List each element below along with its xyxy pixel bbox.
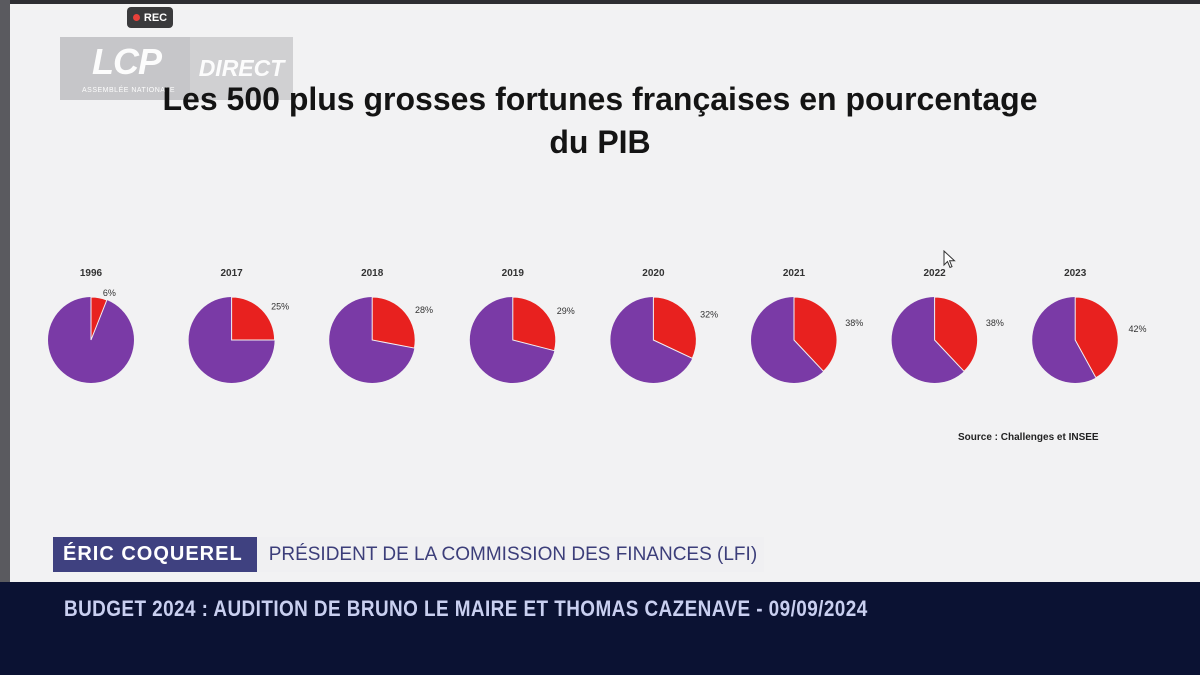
pie-2022: 2022 38% <box>891 268 1004 383</box>
lcp-logo-text: LCP <box>92 41 162 82</box>
speaker-role: PRÉSIDENT DE LA COMMISSION DES FINANCES … <box>256 537 764 572</box>
frame-edge <box>0 0 10 582</box>
pie-2017: 2017 25% <box>188 268 289 383</box>
speaker-name: ÉRIC COQUEREL <box>53 537 257 572</box>
pie-slice-share <box>793 296 838 373</box>
mouse-cursor-icon <box>943 250 956 269</box>
pie-2020: 2020 32% <box>610 268 718 383</box>
pie-value-label: 6% <box>103 288 116 298</box>
pie-year-label: 2023 <box>1064 268 1087 279</box>
banner-text: BUDGET 2024 : AUDITION DE BRUNO LE MAIRE… <box>64 596 868 621</box>
pie-value-label: 25% <box>271 301 289 311</box>
pie-value-label: 38% <box>986 318 1004 328</box>
pie-slice-share <box>90 296 108 341</box>
pie-2018: 2018 28% <box>329 268 433 383</box>
pie-slice-share <box>652 296 697 359</box>
pie-slice-share <box>231 296 276 341</box>
pie-year-label: 2021 <box>783 268 806 279</box>
presentation-slide <box>10 4 1200 582</box>
pie-slice-share <box>1074 296 1119 379</box>
pie-year-label: 2019 <box>502 268 525 279</box>
pie-year-label: 2017 <box>220 268 243 279</box>
pie-year-label: 2020 <box>642 268 665 279</box>
pie-value-label: 38% <box>845 318 863 328</box>
chart-title-line-1: Les 500 plus grosses fortunes françaises… <box>162 81 1038 117</box>
pie-slice-share <box>371 296 416 349</box>
pie-value-label: 32% <box>700 310 718 320</box>
chart-title-line-2: du PIB <box>549 124 651 160</box>
channel-logo: LCP ASSEMBLÉE NATIONALE DIRECT <box>60 37 293 100</box>
pie-value-label: 29% <box>557 306 575 316</box>
pie-year-label: 1996 <box>80 268 103 279</box>
pie-slice-share <box>512 296 557 352</box>
chart-source: Source : Challenges et INSEE <box>958 432 1099 443</box>
pie-value-label: 28% <box>415 305 433 315</box>
record-dot-icon <box>132 14 140 21</box>
pie-2021: 2021 38% <box>751 268 863 383</box>
pie-2019: 2019 29% <box>469 268 575 383</box>
lcp-logo-subtitle: ASSEMBLÉE NATIONALE <box>82 87 176 94</box>
pie-value-label: 42% <box>1129 324 1147 334</box>
rec-label: REC <box>143 11 168 24</box>
chart-title: Les 500 plus grosses fortunes françaises… <box>80 78 1120 164</box>
live-block: DIRECT <box>190 37 293 100</box>
pie-slice-share <box>934 296 979 373</box>
rec-indicator: REC <box>127 7 173 28</box>
live-label: DIRECT <box>198 55 285 81</box>
pie-year-label: 2018 <box>361 268 384 279</box>
lcp-logo-block: LCP ASSEMBLÉE NATIONALE <box>60 37 190 100</box>
lower-third: ÉRIC COQUEREL PRÉSIDENT DE LA COMMISSION… <box>53 537 764 572</box>
pie-year-label: 2022 <box>923 268 946 279</box>
news-banner: BUDGET 2024 : AUDITION DE BRUNO LE MAIRE… <box>0 582 1200 675</box>
pie-2023: 2023 42% <box>1032 268 1147 383</box>
